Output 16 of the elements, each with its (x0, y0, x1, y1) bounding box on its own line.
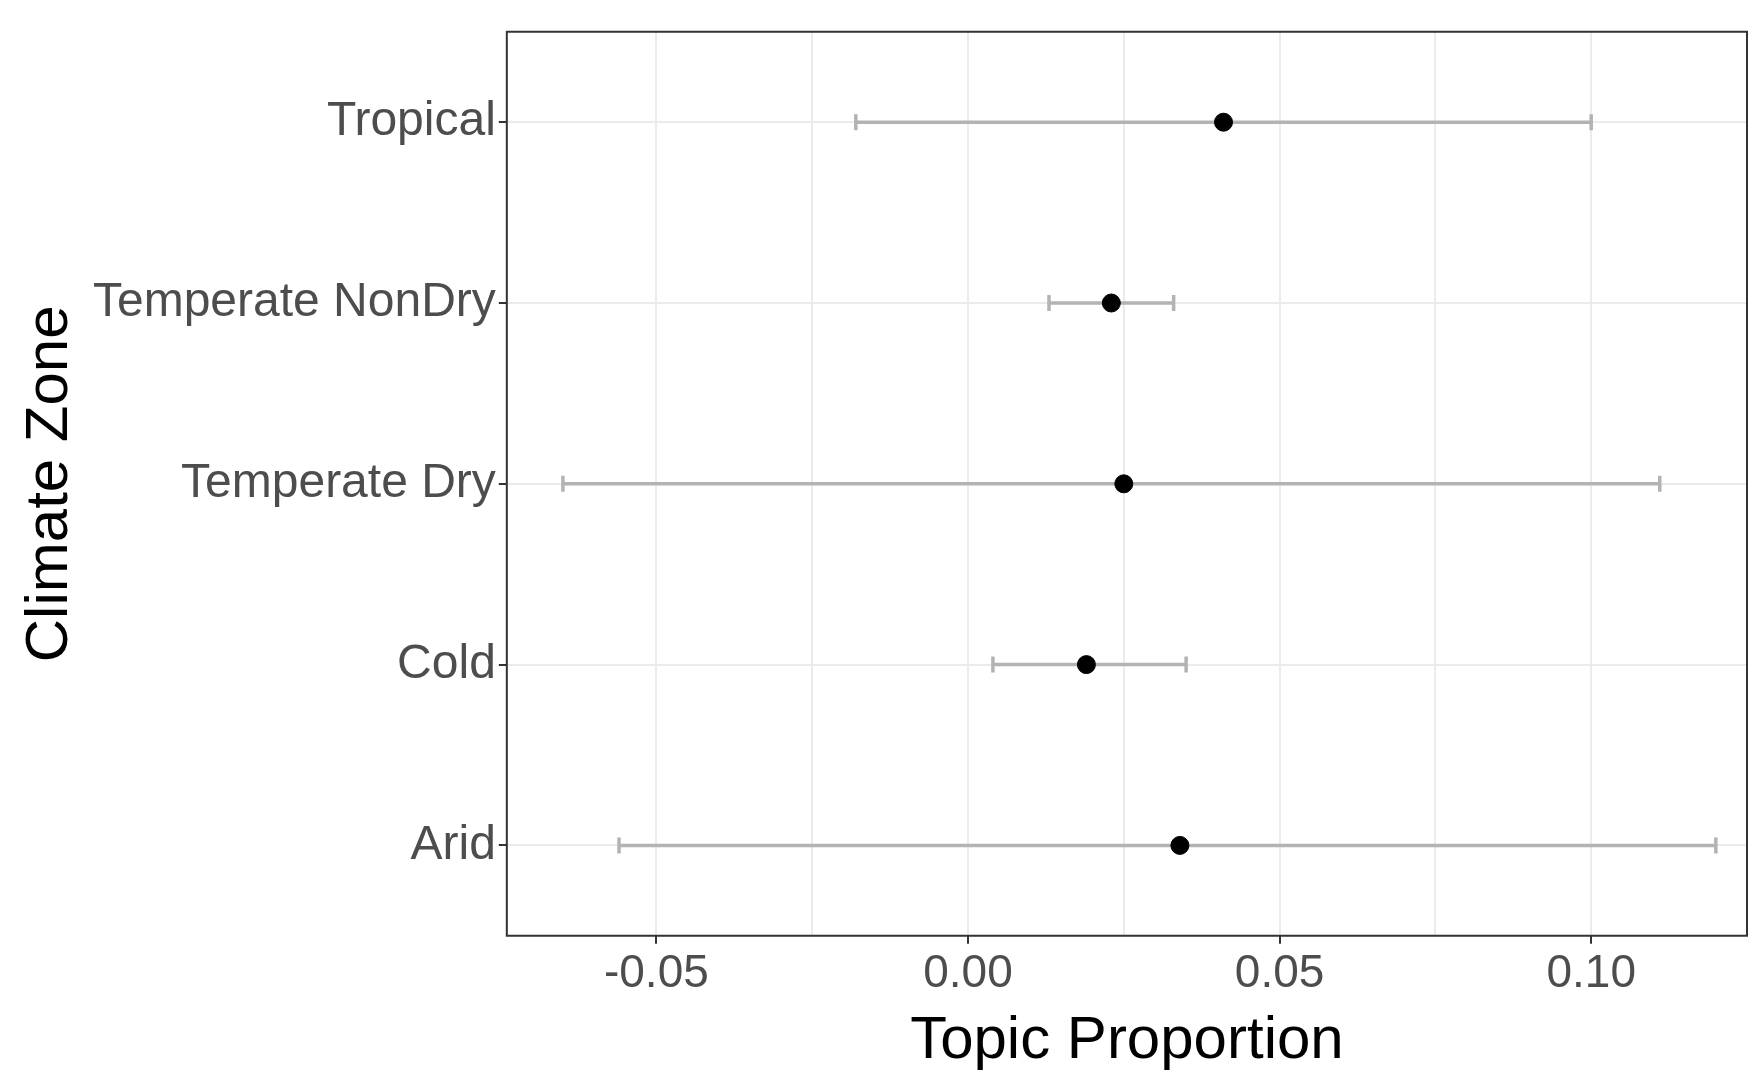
y-axis-title: Climate Zone (12, 305, 80, 663)
x-tick-label: 0.05 (1234, 945, 1325, 998)
y-tick-label: Temperate NonDry (92, 273, 496, 327)
y-tick-label: Tropical (326, 92, 496, 146)
point (1076, 655, 1096, 675)
point (1101, 293, 1121, 313)
text: 0.00 (923, 945, 1013, 998)
y-tick-label: Cold (397, 634, 496, 688)
point (1170, 835, 1190, 855)
text: 0.10 (1546, 945, 1636, 998)
y-tick-label: Arid (410, 815, 496, 869)
x-axis-title: Topic Proportion (910, 1003, 1344, 1071)
point (1114, 474, 1134, 494)
x-tick-label: -0.05 (603, 945, 709, 998)
point (1214, 112, 1234, 132)
y-tick-label: Temperate Dry (181, 454, 496, 508)
